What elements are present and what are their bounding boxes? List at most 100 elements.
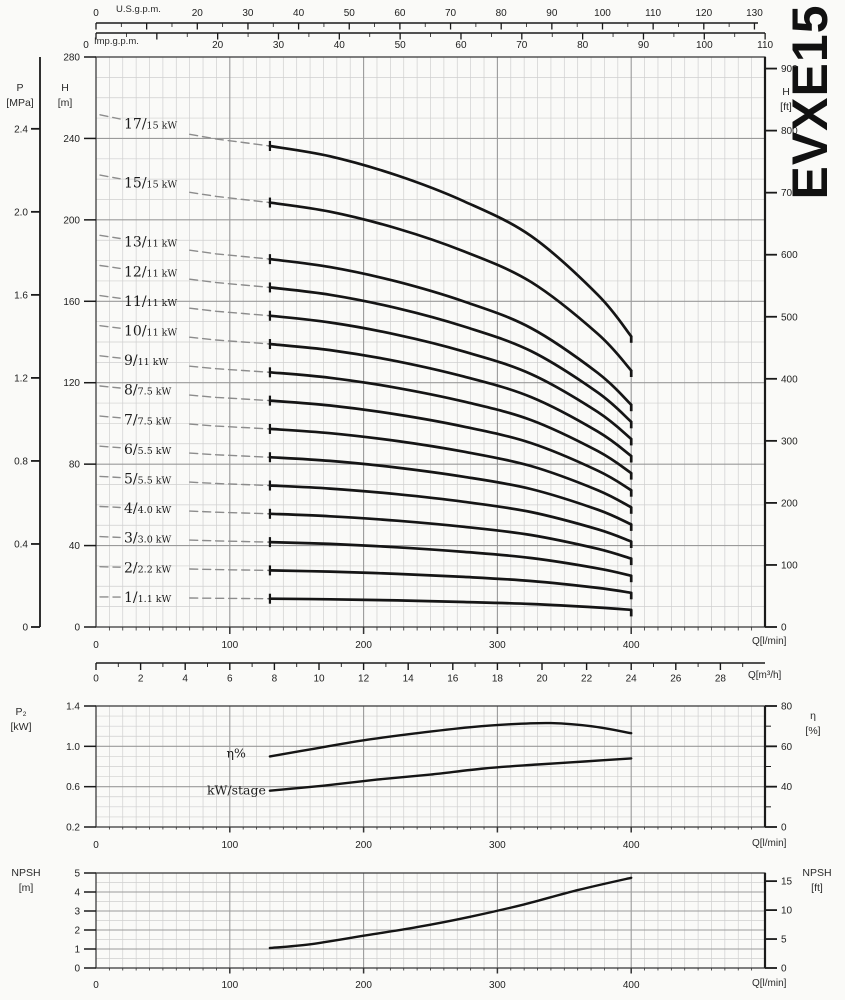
svg-text:4: 4 <box>74 888 80 899</box>
svg-text:280: 280 <box>63 53 80 64</box>
eta-symbol: η <box>810 710 816 722</box>
svg-text:100: 100 <box>221 840 238 851</box>
eta-axis-title: η [%] <box>797 709 829 739</box>
p2-unit: [kW] <box>10 721 32 733</box>
svg-text:40: 40 <box>334 40 346 51</box>
svg-text:60: 60 <box>781 742 793 753</box>
svg-text:10: 10 <box>313 674 325 685</box>
svg-text:0: 0 <box>781 823 787 834</box>
svg-text:500: 500 <box>781 312 798 323</box>
svg-text:130: 130 <box>746 8 763 19</box>
h-m-axis: 0 40 80 120 160 200 240 280 <box>63 53 96 634</box>
head-curve-13: 13/11 kW <box>99 234 633 412</box>
svg-text:24: 24 <box>626 674 638 685</box>
head-curve-4: 4/4.0 kW <box>99 501 633 566</box>
p-axis-symbol: P <box>16 82 24 94</box>
q-lmin-label-top: Q[l/min] <box>752 636 787 647</box>
svg-text:0: 0 <box>781 964 787 975</box>
svg-text:0.4: 0.4 <box>14 539 28 550</box>
h-ft-unit: [ft] <box>780 101 792 113</box>
svg-text:15/15 kW: 15/15 kW <box>124 175 177 191</box>
svg-text:0: 0 <box>93 8 99 19</box>
head-curve-11: 11/11 kW <box>99 294 633 446</box>
page-title: EVXE15 <box>782 4 838 200</box>
usgpm-axis: 0 20 30 40 50 60 70 80 90 100 110 120 130 <box>93 8 763 30</box>
svg-text:16: 16 <box>447 674 459 685</box>
svg-text:18: 18 <box>492 674 504 685</box>
svg-text:1.6: 1.6 <box>14 290 28 301</box>
q-lmin-axis-top-chart: 0 100 200 300 400 <box>93 627 753 651</box>
h-ft-axis-title: H [ft] <box>768 85 804 115</box>
svg-text:11/11 kW: 11/11 kW <box>124 294 177 310</box>
impgpm-axis-label: Imp.g.p.m. <box>94 36 139 47</box>
svg-text:1: 1 <box>74 945 80 956</box>
svg-text:15: 15 <box>781 877 793 888</box>
svg-text:240: 240 <box>63 134 80 145</box>
svg-text:200: 200 <box>355 980 372 991</box>
svg-text:0: 0 <box>74 964 80 975</box>
svg-text:100: 100 <box>696 40 713 51</box>
npsh-chart: 0 1 2 3 4 5 0 5 10 15 0 100 200 300 400 <box>74 869 792 992</box>
svg-text:50: 50 <box>395 40 407 51</box>
svg-text:9/11 kW: 9/11 kW <box>124 353 168 369</box>
curve-kw_per_stage: kW/stage <box>207 757 633 798</box>
svg-text:400: 400 <box>623 840 640 851</box>
p-axis-unit: [MPa] <box>6 97 34 109</box>
svg-text:90: 90 <box>546 8 558 19</box>
svg-text:0: 0 <box>74 623 80 634</box>
svg-text:0: 0 <box>781 623 787 634</box>
svg-text:22: 22 <box>581 674 593 685</box>
svg-text:4/4.0 kW: 4/4.0 kW <box>124 501 172 517</box>
svg-text:40: 40 <box>69 541 81 552</box>
svg-text:50: 50 <box>344 8 356 19</box>
svg-text:100: 100 <box>221 640 238 651</box>
svg-text:30: 30 <box>242 8 254 19</box>
h-ft-axis: 0 100 200 300 400 500 600 700 800 900 <box>765 64 798 634</box>
svg-text:12: 12 <box>358 674 370 685</box>
usgpm-axis-label: U.S.g.p.m. <box>116 4 161 15</box>
svg-text:400: 400 <box>623 640 640 651</box>
svg-text:400: 400 <box>781 374 798 385</box>
npsh-m-unit: [m] <box>18 882 34 894</box>
h-m-symbol: H <box>61 82 69 94</box>
head-curve-15: 15/15 kW <box>99 174 633 378</box>
svg-text:80: 80 <box>69 460 81 471</box>
head-curve-1: 1/1.1 kW <box>99 590 633 617</box>
npsh-ft-axis-title: NPSH [ft] <box>794 866 840 896</box>
head-curve-7: 7/7.5 kW <box>99 412 633 514</box>
svg-text:120: 120 <box>695 8 712 19</box>
eta-unit: [%] <box>805 725 821 737</box>
svg-text:3: 3 <box>74 907 80 918</box>
svg-text:80: 80 <box>781 702 793 713</box>
svg-text:160: 160 <box>63 297 80 308</box>
svg-text:100: 100 <box>594 8 611 19</box>
svg-text:2/2.2 kW: 2/2.2 kW <box>124 560 172 576</box>
npsh-m-axis-title: NPSH [m] <box>0 866 52 896</box>
svg-text:200: 200 <box>781 498 798 509</box>
svg-text:6/5.5 kW: 6/5.5 kW <box>124 442 172 458</box>
svg-text:5: 5 <box>74 869 80 880</box>
svg-text:20: 20 <box>192 8 204 19</box>
svg-text:20: 20 <box>536 674 548 685</box>
svg-text:1.2: 1.2 <box>14 373 28 384</box>
h-ft-symbol: H <box>782 86 790 98</box>
svg-text:100: 100 <box>221 980 238 991</box>
svg-text:7/7.5 kW: 7/7.5 kW <box>124 412 172 428</box>
svg-text:3/3.0 kW: 3/3.0 kW <box>124 531 172 547</box>
svg-text:80: 80 <box>496 8 508 19</box>
head-curve-10: 10/11 kW <box>99 323 633 463</box>
head-curve-3: 3/3.0 kW <box>99 531 633 583</box>
svg-text:300: 300 <box>489 980 506 991</box>
svg-text:600: 600 <box>781 250 798 261</box>
svg-text:28: 28 <box>715 674 727 685</box>
svg-text:2.4: 2.4 <box>14 124 28 135</box>
svg-text:2: 2 <box>74 926 80 937</box>
svg-text:30: 30 <box>273 40 285 51</box>
svg-text:12/11 kW: 12/11 kW <box>124 264 177 280</box>
svg-text:0: 0 <box>93 640 99 651</box>
svg-text:60: 60 <box>455 40 467 51</box>
svg-text:5: 5 <box>781 935 787 946</box>
svg-text:200: 200 <box>63 215 80 226</box>
curve-npsh <box>268 876 633 950</box>
